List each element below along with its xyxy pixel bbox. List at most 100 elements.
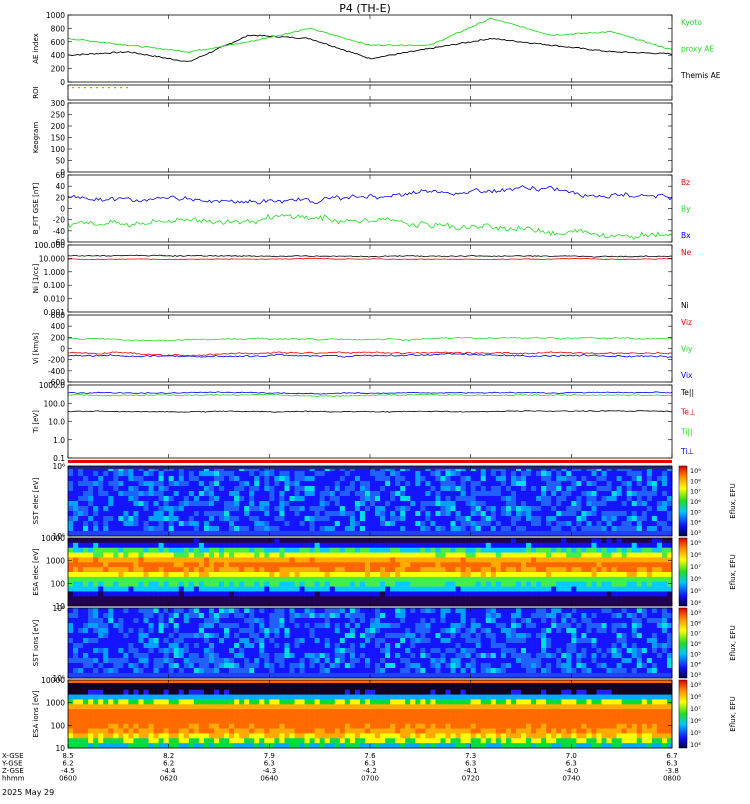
esa_e-spectrogram-cell — [642, 562, 647, 567]
sst_i-spectrogram-cell — [300, 673, 305, 678]
sst_i-spectrogram-cell — [98, 623, 103, 628]
sst_i-spectrogram-cell — [224, 663, 229, 668]
esa_e-spectrogram-cell — [561, 596, 566, 601]
esa_e-spectrogram-cell — [279, 567, 284, 572]
sst_e-spectrogram-cell — [581, 531, 586, 536]
sst_e-spectrogram-cell — [204, 526, 209, 531]
sst_i-spectrogram-cell — [189, 638, 194, 643]
esa_e-spectrogram-cell — [461, 543, 466, 548]
sst_i-spectrogram-cell — [259, 653, 264, 658]
sst_e-spectrogram-cell — [310, 481, 315, 486]
esa_e-spectrogram-cell — [546, 591, 551, 596]
esa_e-spectrogram-cell — [345, 582, 350, 587]
sst_e-spectrogram-cell — [375, 476, 380, 481]
sst_e-spectrogram-cell — [164, 471, 169, 476]
sst_e-spectrogram-cell — [204, 476, 209, 481]
esa_e-spectrogram-cell — [501, 572, 506, 577]
sst_i-spectrogram-cell — [365, 628, 370, 633]
esa_e-spectrogram-cell — [425, 591, 430, 596]
sst_e-spectrogram-cell — [581, 481, 586, 486]
sst_e-spectrogram-cell — [209, 526, 214, 531]
esa_e-spectrogram-cell — [365, 548, 370, 553]
esa_e-spectrogram-cell — [662, 548, 667, 553]
sst_i-spectrogram-cell — [315, 668, 320, 673]
esa_e-spectrogram-cell — [83, 562, 88, 567]
esa_e-spectrogram-cell — [164, 591, 169, 596]
sst_i-spectrogram-cell — [184, 658, 189, 663]
sst_e-spectrogram-cell — [410, 496, 415, 501]
esa_e-spectrogram-cell — [154, 591, 159, 596]
sst_i-spectrogram-cell — [320, 658, 325, 663]
sst_i-spectrogram-cell — [279, 663, 284, 668]
sst_i-spectrogram-cell — [113, 653, 118, 658]
roi-dot — [102, 87, 104, 88]
esa_e-spectrogram-cell — [330, 538, 335, 543]
sst_i-spectrogram-cell — [405, 668, 410, 673]
esa_e-spectrogram-cell — [199, 577, 204, 582]
esa_e-spectrogram-cell — [597, 543, 602, 548]
sst_e-spectrogram-cell — [657, 526, 662, 531]
sst_i-spectrogram-cell — [108, 608, 113, 613]
sst_i-spectrogram-cell — [128, 653, 133, 658]
esa_e-spectrogram-cell — [607, 553, 612, 558]
sst_i-spectrogram-cell — [506, 663, 511, 668]
sst_i-spectrogram-cell — [169, 638, 174, 643]
esa_e-spectrogram-cell — [159, 557, 164, 562]
esa_e-spectrogram-cell — [234, 557, 239, 562]
sst_i-spectrogram-cell — [425, 663, 430, 668]
sst_e-spectrogram-cell — [315, 526, 320, 531]
sst_i-spectrogram-cell — [159, 628, 164, 633]
esa_e-spectrogram-cell — [390, 553, 395, 558]
sst_e-spectrogram-cell — [461, 481, 466, 486]
sst_e-spectrogram-cell — [586, 471, 591, 476]
esa_e-spectrogram-cell — [370, 587, 375, 592]
sst_e-spectrogram-cell — [169, 531, 174, 536]
sst_i-spectrogram-cell — [108, 643, 113, 648]
sst_i-spectrogram-cell — [420, 648, 425, 653]
esa_e-spectrogram-cell — [496, 567, 501, 572]
esa_e-spectrogram-cell — [521, 538, 526, 543]
sst_e-spectrogram-cell — [259, 491, 264, 496]
esa_e-spectrogram-cell — [159, 591, 164, 596]
sst_i-spectrogram-cell — [144, 633, 149, 638]
esa_e-spectrogram-cell — [144, 572, 149, 577]
esa_e-spectrogram-cell — [410, 572, 415, 577]
esa_e-spectrogram-cell — [335, 548, 340, 553]
sst_i-spectrogram-cell — [259, 628, 264, 633]
sst_i-spectrogram-cell — [305, 658, 310, 663]
esa_e-spectrogram-cell — [521, 562, 526, 567]
esa_e-spectrogram-cell — [516, 591, 521, 596]
esa_e-spectrogram-cell — [254, 562, 259, 567]
sst_i-spectrogram-cell — [279, 613, 284, 618]
sst_e-spectrogram-cell — [239, 511, 244, 516]
sst_e-spectrogram-cell — [506, 511, 511, 516]
sst_i-spectrogram-cell — [461, 618, 466, 623]
sst_e-spectrogram-cell — [209, 521, 214, 526]
esa_e-spectrogram-cell — [647, 601, 652, 606]
sst_e-spectrogram-cell — [310, 476, 315, 481]
sst_e-spectrogram-cell — [138, 506, 143, 511]
sst_i-spectrogram-cell — [274, 658, 279, 663]
sst_i-spectrogram-cell — [93, 628, 98, 633]
esa_e-spectrogram-cell — [330, 582, 335, 587]
sst_e-spectrogram-cell — [466, 506, 471, 511]
esa_e-spectrogram-cell — [254, 587, 259, 592]
sst_i-spectrogram-cell — [486, 653, 491, 658]
esa_e-spectrogram-cell — [209, 538, 214, 543]
sst_e-spectrogram-cell — [350, 506, 355, 511]
sst_i-spectrogram-cell — [496, 673, 501, 678]
sst_e-spectrogram-cell — [536, 531, 541, 536]
sst_i-spectrogram-cell — [239, 648, 244, 653]
sst_e-spectrogram-cell — [591, 521, 596, 526]
sst_i-spectrogram-cell — [154, 668, 159, 673]
sst_i-spectrogram-cell — [295, 668, 300, 673]
esa_e-spectrogram-cell — [259, 572, 264, 577]
sst_i-spectrogram-cell — [113, 633, 118, 638]
sst_e-spectrogram-cell — [325, 471, 330, 476]
sst_i-spectrogram-cell — [259, 638, 264, 643]
sst_e-spectrogram-cell — [214, 496, 219, 501]
sst_e-spectrogram-cell — [486, 471, 491, 476]
esa_e-spectrogram-cell — [123, 562, 128, 567]
esa_e-spectrogram-cell — [149, 543, 154, 548]
esa_e-spectrogram-cell — [456, 548, 461, 553]
